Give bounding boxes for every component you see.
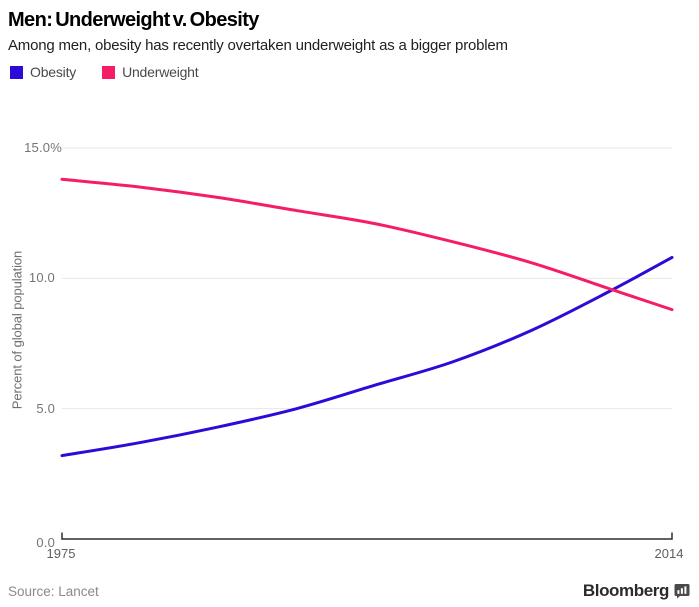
source-credit: Source: Lancet bbox=[8, 584, 99, 599]
legend-label-obesity: Obesity bbox=[30, 64, 77, 80]
y-tick-label-15.0pct: 15.0% bbox=[24, 140, 62, 155]
y-tick-label-5.0: 5.0 bbox=[36, 401, 55, 416]
underweight-line bbox=[60, 177, 674, 312]
obesity-line bbox=[60, 255, 674, 458]
legend-item-obesity: Obesity bbox=[10, 64, 76, 80]
x-tick-label-2014: 2014 bbox=[654, 546, 684, 561]
x-axis-line bbox=[61, 532, 673, 540]
obesity-swatch-icon bbox=[10, 65, 23, 79]
legend: Obesity Underweight bbox=[10, 64, 199, 80]
bloomberg-chart-icon bbox=[674, 584, 690, 599]
y-tick-label-10.0: 10.0 bbox=[28, 270, 55, 285]
legend-label-underweight: Underweight bbox=[122, 64, 199, 80]
underweight-swatch-icon bbox=[102, 65, 116, 79]
x-tick-label-1975: 1975 bbox=[46, 546, 76, 561]
bloomberg-logo: Bloomberg bbox=[583, 581, 690, 601]
y-tick-label-0.0: 0.0 bbox=[36, 535, 55, 550]
legend-item-underweight: Underweight bbox=[102, 64, 199, 80]
bloomberg-wordmark: Bloomberg bbox=[582, 581, 670, 600]
page-title: Men: Underweight v. Obesity bbox=[8, 9, 259, 31]
chart-subtitle: Among men, obesity has recently overtake… bbox=[8, 37, 508, 54]
